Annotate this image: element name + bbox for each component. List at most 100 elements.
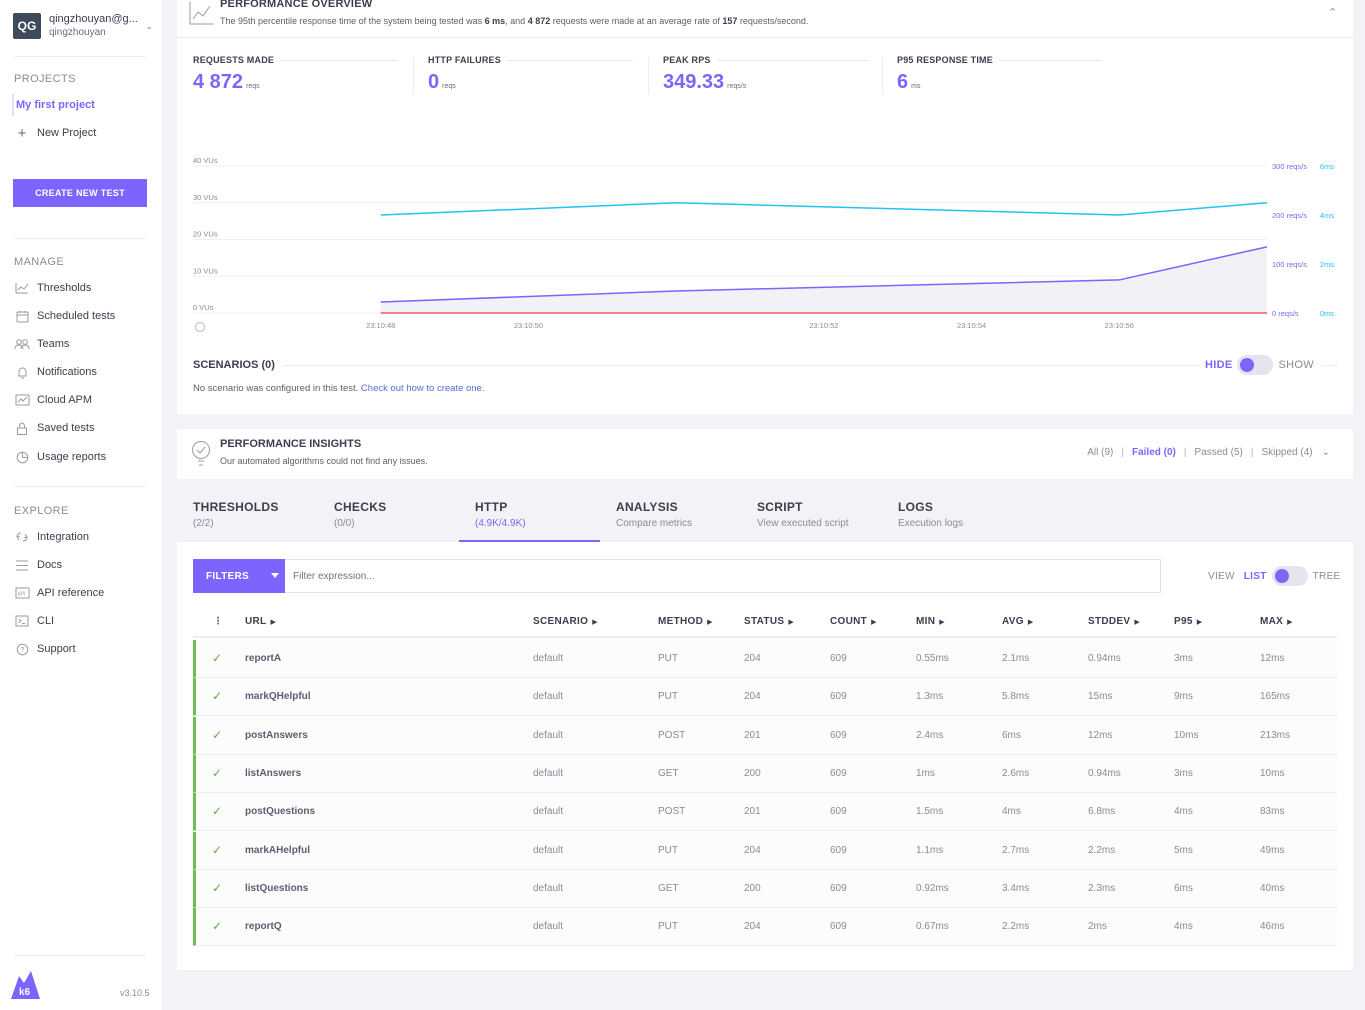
sidebar-item-integration[interactable]: Integration [14,529,154,545]
table-row[interactable]: ✓ postQuestions default POST 201 609 1.5ms 4ms 6… [193,793,1337,832]
y-tick-label: 30 VUs [193,193,218,202]
performance-insights-card[interactable]: PERFORMANCE INSIGHTS Our automated algor… [177,429,1353,479]
table-row[interactable]: ✓ listQuestions default GET 200 609 0.92ms 3.4m… [193,869,1337,908]
list-view-label[interactable]: LIST [1243,570,1267,582]
cell-url[interactable]: markAHelpful [245,844,311,856]
sidebar-item-scheduled-tests[interactable]: Scheduled tests [14,308,154,324]
metric-separator [648,57,649,94]
y3-tick-label: 0ms [1320,309,1334,318]
cell-max: 213ms [1260,729,1291,741]
insights-filter-failed[interactable]: Failed (0) [1131,447,1176,458]
sidebar-item-notifications[interactable]: Notifications [14,364,154,380]
tab-checks[interactable]: CHECKS (0/0) [334,500,387,529]
api-icon: API [14,586,30,600]
cell-url[interactable]: postAnswers [245,729,308,741]
create-scenario-link[interactable]: Check out how to create one. [360,383,485,394]
column-scenario[interactable]: SCENARIO ▶ [533,616,598,627]
sidebar-item-usage-reports[interactable]: Usage reports [14,449,154,465]
view-toggle[interactable]: VIEW LIST TREE [1208,566,1341,586]
filters-button[interactable]: FILTERS [193,559,285,593]
cell-url[interactable]: reportA [245,653,282,664]
cell-url[interactable]: reportQ [245,921,282,933]
x-tick-label: 23:10:54 [957,321,986,330]
cell-status: 200 [744,767,761,779]
column-min[interactable]: MIN ▶ [916,616,945,627]
x-tick-label: 23:10:50 [514,321,543,330]
table-header: ⋮ URL ▶ SCENARIO ▶ METHOD ▶ STATUS ▶ COUNT ▶ … [193,606,1337,638]
divider [283,365,1199,366]
column-url[interactable]: URL ▶ [245,616,277,627]
table-row[interactable]: ✓ reportQ default PUT 204 609 0.67ms 2.2ms 2ms 4m… [193,908,1337,947]
cell-max: 10ms [1260,767,1285,779]
cell-count: 609 [830,806,847,818]
scenarios-desc: No scenario was configured in this test.… [193,383,485,394]
column-count[interactable]: COUNT ▶ [830,616,877,627]
chevron-down-icon[interactable]: ⌄ [1321,447,1330,458]
column-status[interactable]: STATUS ▶ [744,616,795,627]
cell-count: 609 [830,767,847,779]
cell-url[interactable]: listAnswers [245,767,302,779]
cell-max: 49ms [1260,844,1285,856]
collapse-chevron-icon[interactable]: ⌃ [1328,7,1338,19]
hide-label[interactable]: HIDE [1205,359,1233,371]
filter-expression-input[interactable] [285,559,1161,593]
series-line-response-time [380,201,1268,216]
tab-http[interactable]: HTTP (4.9K/4.9K) [459,500,600,542]
cell-method: POST [658,806,686,818]
k6-logo[interactable]: k6 [10,970,41,1000]
column-method[interactable]: METHOD ▶ [658,616,713,627]
sidebar-item-api-reference[interactable]: API API reference [14,585,154,601]
tab-script[interactable]: SCRIPT View executed script [757,500,849,529]
cell-scenario: default [533,691,564,703]
tree-view-label[interactable]: TREE [1312,570,1341,582]
toggle-switch[interactable] [1271,566,1308,586]
table-row[interactable]: ✓ markAHelpful default PUT 204 609 1.1ms 2.7ms 2… [193,831,1337,870]
cell-max: 40ms [1260,882,1285,894]
column-p95[interactable]: P95 ▶ [1174,616,1203,627]
column-avg[interactable]: AVG ▶ [1002,616,1034,627]
view-label: VIEW [1208,570,1235,582]
table-row[interactable]: ✓ reportA default PUT 204 609 0.55ms 2.1ms 0.94m… [193,640,1337,678]
insights-filter-skipped[interactable]: Skipped (4) [1261,447,1313,458]
project-item-my-first-project[interactable]: My first project [12,94,156,116]
y-tick-label: 20 VUs [193,230,218,239]
table-row[interactable]: ✓ markQHelpful default PUT 204 609 1.3ms 5.8ms 1… [193,678,1337,717]
table-row[interactable]: ✓ postAnswers default POST 201 609 2.4ms 6ms 12m… [193,716,1337,755]
tab-thresholds[interactable]: THRESHOLDS (2/2) [193,500,279,529]
sidebar-item-cloud-apm[interactable]: Cloud APM [14,392,154,408]
sidebar-item-docs[interactable]: Docs [14,557,154,573]
cell-url[interactable]: postQuestions [245,806,316,818]
sidebar-item-cli[interactable]: CLI [14,613,154,629]
user-menu[interactable]: QG qingzhouyan@g... qingzhouyan ⌄ [13,12,153,40]
tab-analysis[interactable]: ANALYSIS Compare metrics [616,500,693,529]
lock-icon [14,421,30,435]
insights-filter-all[interactable]: All (9) [1087,447,1114,458]
vus-area [380,246,1267,313]
table-row[interactable]: ✓ listAnswers default GET 200 609 1ms 2.6ms 0.94… [193,754,1337,793]
help-icon: ? [14,642,30,656]
column-max[interactable]: MAX ▶ [1260,616,1293,627]
sidebar-item-thresholds[interactable]: Thresholds [14,280,154,296]
sidebar-item-teams[interactable]: Teams [14,336,154,352]
divider [14,955,146,956]
teams-icon [14,337,30,351]
sidebar-item-saved-tests[interactable]: Saved tests [14,420,154,436]
sidebar-item-support[interactable]: ? Support [14,641,154,657]
cell-url[interactable]: markQHelpful [245,691,311,703]
column-menu-icon[interactable]: ⋮ [213,616,224,627]
cell-url[interactable]: listQuestions [245,882,309,894]
svg-text:?: ? [20,647,24,654]
insights-filter-passed[interactable]: Passed (5) [1194,447,1243,458]
chevron-down-icon[interactable]: ⌄ [145,20,153,31]
scenarios-toggle[interactable]: HIDE SHOW [1205,355,1338,375]
toggle-switch[interactable] [1237,355,1274,375]
new-project-button[interactable]: + New Project [14,125,154,142]
column-stddev[interactable]: STDDEV ▶ [1088,616,1141,627]
scenarios-title: SCENARIOS (0) [193,359,275,371]
tab-logs[interactable]: LOGS Execution logs [898,500,964,529]
create-new-test-button[interactable]: CREATE NEW TEST [13,179,147,207]
show-label[interactable]: SHOW [1278,359,1314,371]
cell-scenario: default [533,729,564,741]
clock-icon [195,322,205,332]
cell-avg: 6ms [1002,729,1021,741]
